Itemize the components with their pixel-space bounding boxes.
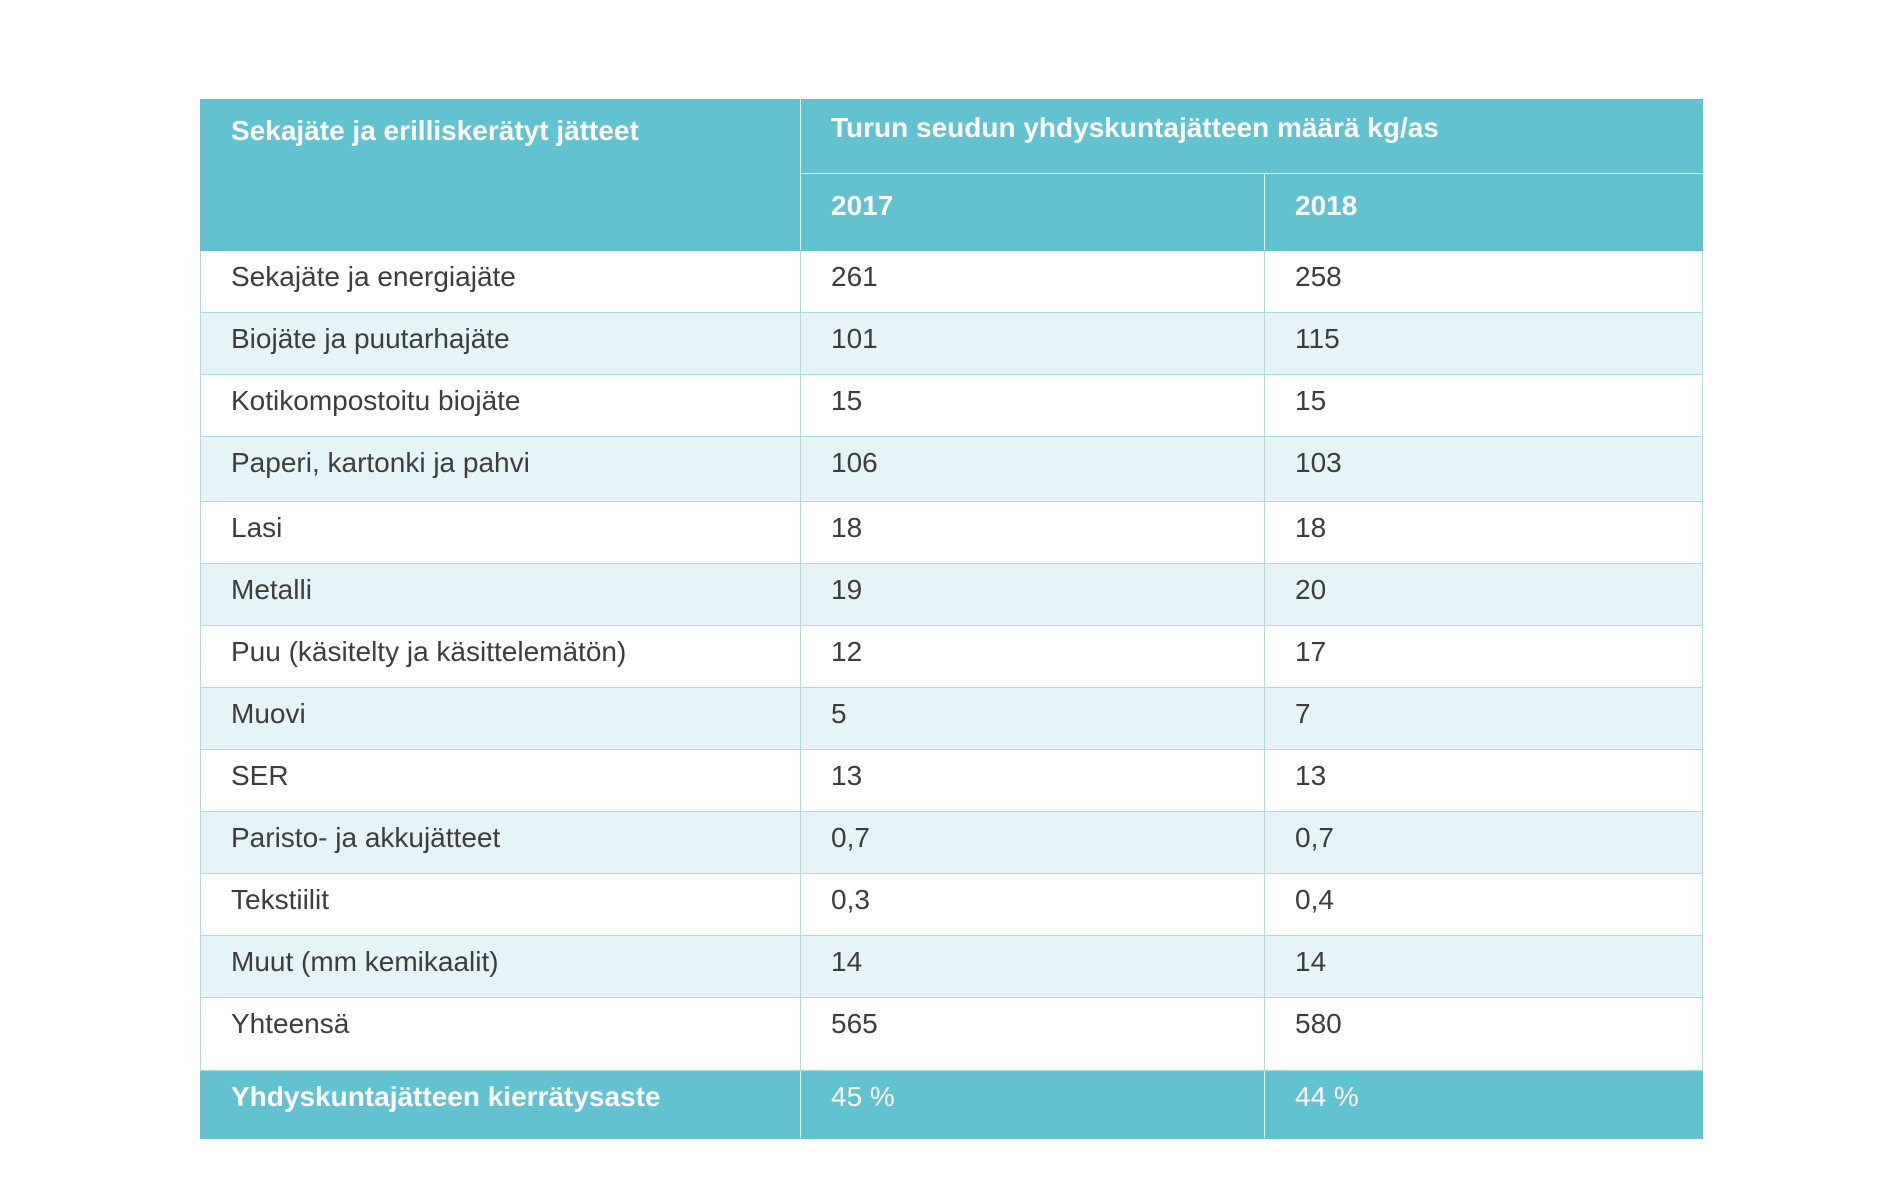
table-row: Puu (käsitelty ja käsittelemätön) 12 17 [200, 625, 1703, 688]
value-2017: 261 [800, 250, 1265, 313]
table-row: Kotikompostoitu biojäte 15 15 [200, 374, 1703, 437]
row-label: Muut (mm kemikaalit) [200, 935, 801, 998]
table-row: Muut (mm kemikaalit) 14 14 [200, 935, 1703, 998]
value-2018: 258 [1264, 250, 1703, 313]
value-2018: 13 [1264, 749, 1703, 812]
table-row: Tekstiilit 0,3 0,4 [200, 873, 1703, 936]
value-2017: 12 [800, 625, 1265, 688]
row-label: Paristo- ja akkujätteet [200, 811, 801, 874]
value-2018: 15 [1264, 374, 1703, 437]
table-row: Biojäte ja puutarhajäte 101 115 [200, 312, 1703, 375]
row-label: Paperi, kartonki ja pahvi [200, 436, 801, 502]
year-2017-header: 2017 [800, 173, 1265, 251]
table-row: Paristo- ja akkujätteet 0,7 0,7 [200, 811, 1703, 874]
value-2018: 7 [1264, 687, 1703, 750]
value-2017: 14 [800, 935, 1265, 998]
row-label: Biojäte ja puutarhajäte [200, 312, 801, 375]
value-2017: 15 [800, 374, 1265, 437]
value-2017: 19 [800, 563, 1265, 626]
value-2017: 5 [800, 687, 1265, 750]
row-label: Tekstiilit [200, 873, 801, 936]
waste-table: Sekajäte ja erilliskerätyt jätteet Turun… [200, 99, 1703, 1139]
row-label: Kotikompostoitu biojäte [200, 374, 801, 437]
total-2017: 565 [800, 997, 1265, 1071]
value-2018: 0,7 [1264, 811, 1703, 874]
value-2018: 14 [1264, 935, 1703, 998]
table-row: Metalli 19 20 [200, 563, 1703, 626]
year-2018-header: 2018 [1264, 173, 1703, 251]
row-label: Sekajäte ja energiajäte [200, 250, 801, 313]
value-2018: 20 [1264, 563, 1703, 626]
header-title-cell: Turun seudun yhdyskuntajätteen määrä kg/… [800, 99, 1703, 174]
row-label: Puu (käsitelty ja käsittelemätön) [200, 625, 801, 688]
row-label: Metalli [200, 563, 801, 626]
header-row: Sekajäte ja erilliskerätyt jätteet Turun… [200, 99, 1703, 251]
value-2017: 0,3 [800, 873, 1265, 936]
value-2018: 17 [1264, 625, 1703, 688]
row-label: SER [200, 749, 801, 812]
value-2018: 103 [1264, 436, 1703, 502]
recycling-rate-label: Yhdyskuntajätteen kierrätysaste [200, 1070, 801, 1139]
table-row: SER 13 13 [200, 749, 1703, 812]
table-row: Muovi 5 7 [200, 687, 1703, 750]
total-2018: 580 [1264, 997, 1703, 1071]
row-label: Lasi [200, 501, 801, 564]
total-label: Yhteensä [200, 997, 801, 1071]
value-2018: 115 [1264, 312, 1703, 375]
value-2017: 0,7 [800, 811, 1265, 874]
recycling-rate-row: Yhdyskuntajätteen kierrätysaste 45 % 44 … [200, 1070, 1703, 1139]
recycling-rate-2018: 44 % [1264, 1070, 1703, 1139]
year-header-row: 2017 2018 [201, 173, 1703, 251]
value-2017: 13 [800, 749, 1265, 812]
row-label: Muovi [200, 687, 801, 750]
table-row: Lasi 18 18 [200, 501, 1703, 564]
value-2018: 0,4 [1264, 873, 1703, 936]
header-label-cell: Sekajäte ja erilliskerätyt jätteet [200, 99, 801, 251]
value-2017: 106 [800, 436, 1265, 502]
value-2018: 18 [1264, 501, 1703, 564]
total-row: Yhteensä 565 580 [200, 997, 1703, 1071]
table-row: Paperi, kartonki ja pahvi 106 103 [200, 436, 1703, 502]
table-row: Sekajäte ja energiajäte 261 258 [200, 250, 1703, 313]
value-2017: 18 [800, 501, 1265, 564]
recycling-rate-2017: 45 % [800, 1070, 1265, 1139]
value-2017: 101 [800, 312, 1265, 375]
